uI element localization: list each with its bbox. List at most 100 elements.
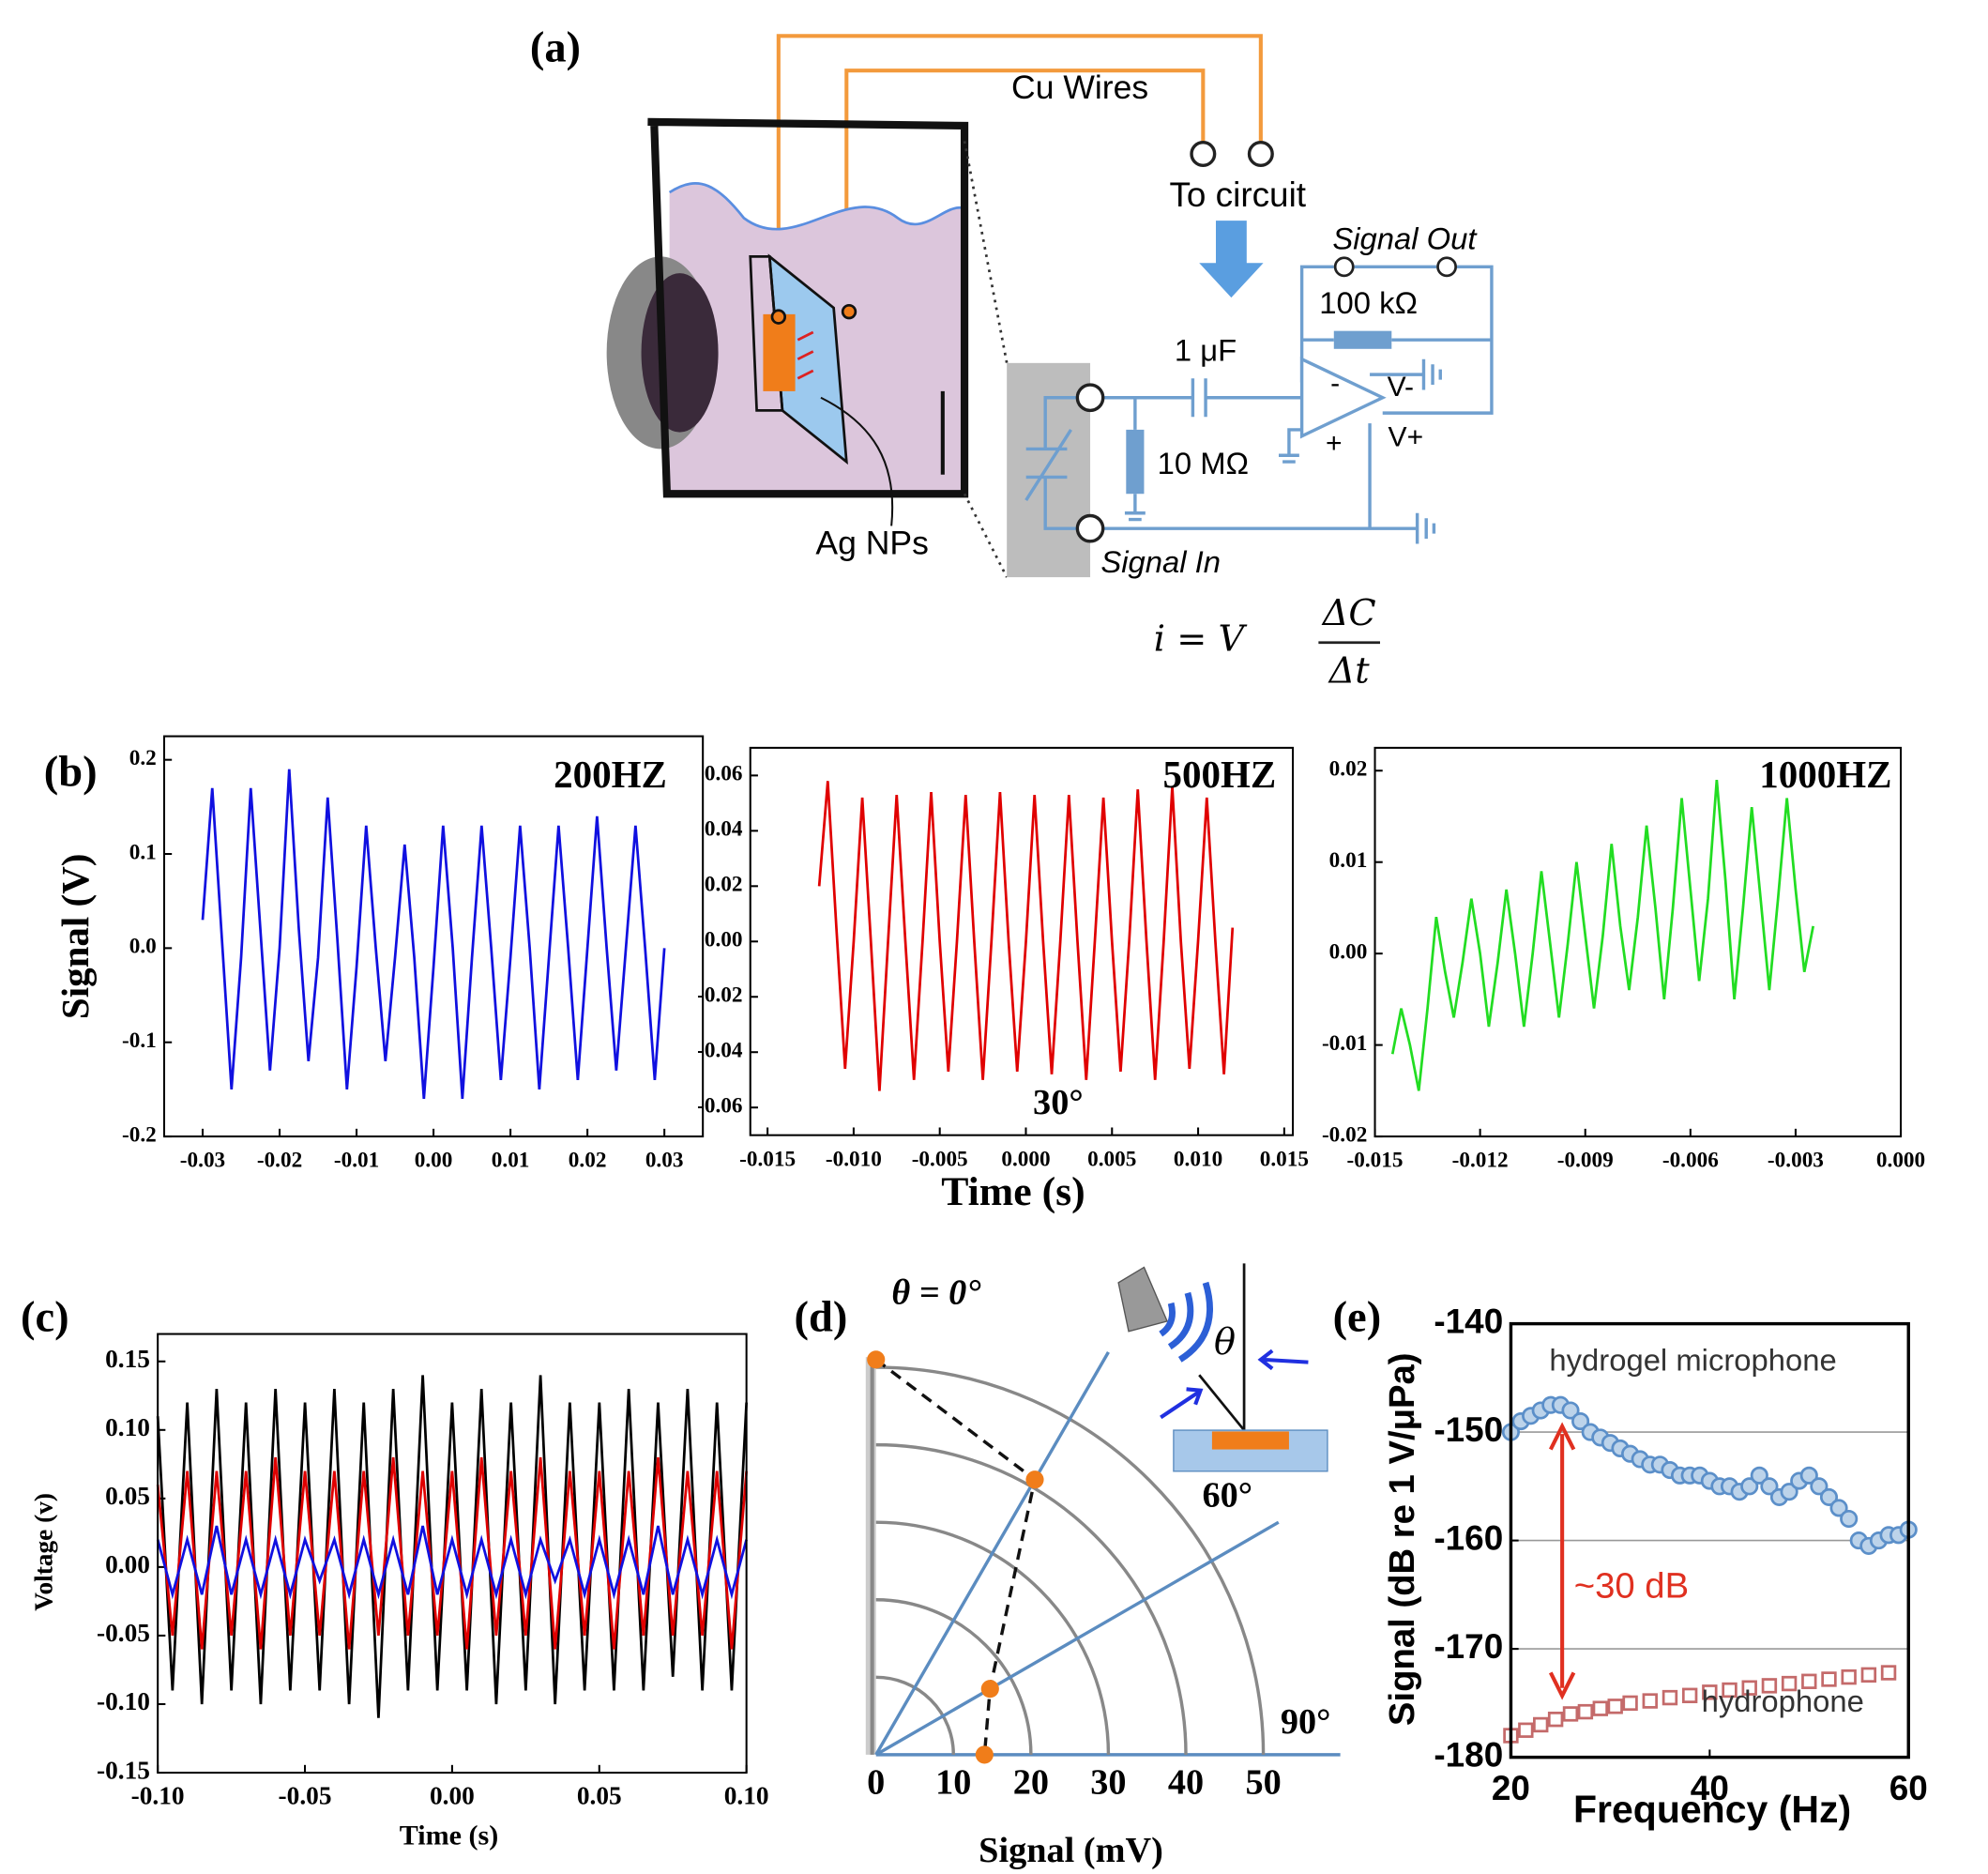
x-tick-label: -0.012 [1452, 1149, 1509, 1173]
y-tick-label: 0.05 [105, 1482, 150, 1510]
series-line [156, 1375, 749, 1718]
gel-block-edge [749, 255, 784, 412]
y-tick-label: -0.05 [97, 1619, 150, 1647]
y-tick-label: -170 [1434, 1627, 1503, 1666]
y-tick-label: -0.04 [697, 1039, 743, 1063]
dashed-link [874, 1358, 1037, 1756]
marker [1681, 1687, 1698, 1703]
y-tick-label: 0.00 [1329, 939, 1368, 964]
cu-wire [776, 34, 1263, 314]
angle-label: 60° [1203, 1475, 1253, 1515]
y-axis-label: Signal (dB re 1 V/μPa) [1382, 1352, 1422, 1726]
x-tick-label: 0.10 [724, 1782, 769, 1810]
arrow [1548, 1422, 1576, 1700]
plot-frame [162, 735, 705, 1138]
x-axis-label: Frequency (Hz) [1573, 1788, 1851, 1831]
label: Cu Wires [1011, 69, 1148, 106]
theta-label: θ [1214, 1320, 1236, 1363]
arrows [1160, 1348, 1309, 1420]
marker [1740, 1477, 1759, 1496]
label: + [1326, 428, 1343, 459]
x-tick-label: -0.05 [279, 1782, 332, 1810]
grid-arc [875, 1675, 956, 1755]
marker [1547, 1711, 1564, 1728]
annotation: 200HZ [554, 753, 667, 796]
y-tick-label: 0.00 [705, 928, 743, 952]
speaker-cone [641, 273, 719, 433]
terminal [1333, 256, 1355, 278]
marker [1533, 1716, 1549, 1733]
marker [1860, 1667, 1877, 1684]
y-tick-label: -0.02 [1322, 1122, 1367, 1147]
annotation: 500HZ [1163, 753, 1277, 796]
r-tick-label: 10 [935, 1762, 971, 1802]
sensor-electrode [1211, 1431, 1289, 1450]
r-tick-label: 0 [867, 1762, 885, 1802]
x-tick-label: 0.015 [1260, 1147, 1309, 1171]
r-tick-label: 50 [1245, 1762, 1281, 1802]
x-tick-label: 20 [1492, 1769, 1530, 1807]
label: 1 μF [1175, 333, 1237, 368]
x-tick-label: 0.00 [415, 1149, 453, 1173]
marker [1760, 1477, 1779, 1496]
angle-ray [874, 1351, 1110, 1756]
marker [1642, 1693, 1658, 1709]
formula: ΔC [1321, 592, 1376, 634]
plot-frame [1373, 746, 1903, 1138]
annotation: 1000HZ [1759, 753, 1891, 796]
terminal [1075, 383, 1105, 413]
x-tick-label: 0.005 [1087, 1147, 1136, 1171]
marker [1662, 1689, 1678, 1706]
x-tick-label: -0.006 [1662, 1149, 1719, 1173]
y-tick-label: -0.02 [697, 983, 742, 1008]
arrow [1199, 221, 1264, 298]
op-amp [1299, 357, 1387, 439]
y-tick-label: -0.1 [122, 1028, 157, 1053]
zoom-lines [963, 141, 1009, 578]
x-tick-label: 0.03 [645, 1149, 684, 1173]
y-tick-label: -0.15 [97, 1756, 150, 1784]
marker [1841, 1668, 1857, 1685]
x-tick-label: -0.009 [1557, 1149, 1614, 1173]
y-tick-label: 0.06 [705, 762, 743, 786]
series-label: hydrogel microphone [1549, 1342, 1836, 1377]
y-tick-label: 0.01 [1329, 848, 1368, 873]
circuit-wire [1102, 265, 1494, 544]
marker [1561, 1401, 1580, 1420]
y-tick-label: 0.2 [129, 746, 157, 770]
grid-arc [875, 1365, 1266, 1755]
y-tick-label: -0.01 [1322, 1031, 1367, 1056]
label: V- [1388, 372, 1414, 403]
marker [1741, 1680, 1757, 1696]
terminal [1190, 141, 1217, 168]
panel-a-diagram: (a) Cu Wires To circuit Ag NPs Signal Ou… [530, 23, 1494, 693]
y-tick-label: -140 [1434, 1302, 1503, 1340]
x-tick-label: 40 [1691, 1769, 1729, 1807]
y-tick-label: 0.0 [129, 935, 157, 959]
formula: i = V [1154, 617, 1248, 660]
marker [1781, 1675, 1798, 1692]
resistor [1126, 429, 1145, 495]
marker [1562, 1706, 1579, 1722]
grid-arc [875, 1442, 1188, 1755]
x-tick-label: 0.05 [577, 1782, 622, 1810]
y-tick-label: 0.00 [105, 1550, 150, 1578]
y-tick-label: -0.2 [122, 1122, 157, 1147]
series-line [1390, 779, 1815, 1091]
variable-capacitor [1024, 396, 1091, 530]
y-tick-label: 0.15 [105, 1345, 150, 1373]
marker [1607, 1699, 1623, 1714]
x-axis-label: Time (s) [400, 1820, 498, 1851]
r-tick-label: 30 [1090, 1762, 1126, 1802]
x-tick-label: -0.015 [1347, 1149, 1404, 1173]
marker [1821, 1671, 1837, 1687]
x-tick-label: -0.10 [131, 1782, 185, 1810]
angle-label: θ = 0° [891, 1272, 981, 1312]
y-tick-label: 0.1 [129, 840, 157, 864]
annotation: ~30 dB [1574, 1565, 1689, 1606]
marker [1622, 1695, 1638, 1712]
series-line [156, 1525, 748, 1600]
plot-frame [157, 1333, 748, 1775]
label: - [1330, 368, 1340, 399]
